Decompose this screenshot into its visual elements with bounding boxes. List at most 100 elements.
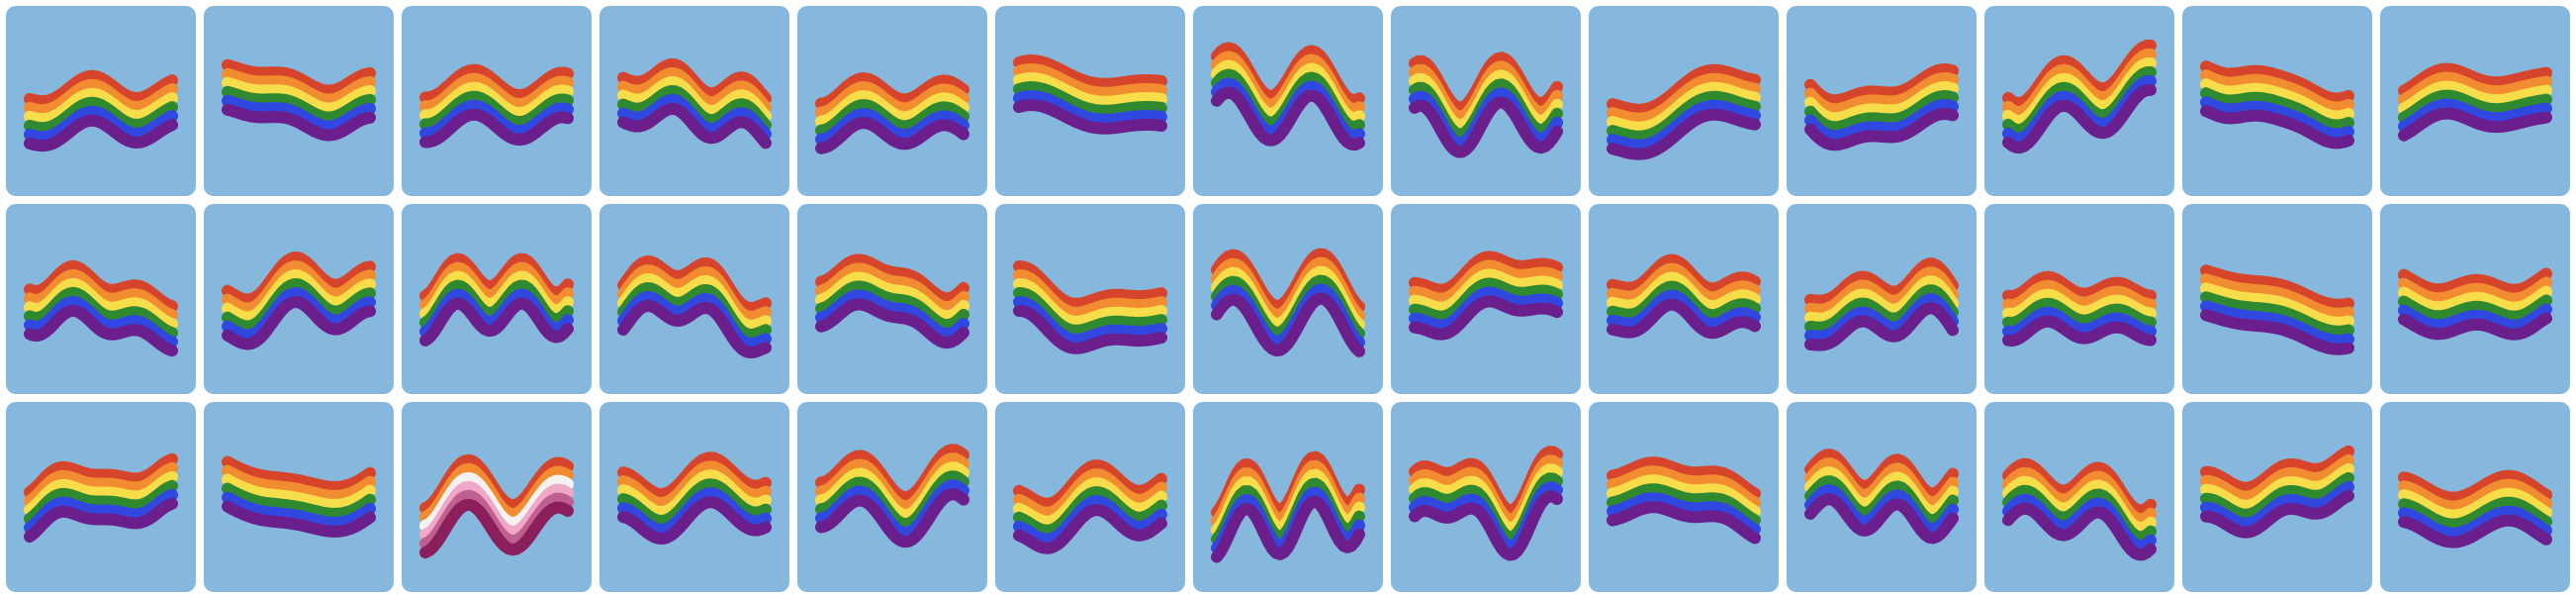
wave-r1-c9-band-3 (1607, 81, 1761, 134)
wave-r2-c9-band-6 (1607, 298, 1761, 340)
wave-r2-c13-band-4 (2398, 294, 2552, 323)
wave-r2-c13-tile (2380, 204, 2570, 394)
wave-r2-c13-band-6 (2398, 312, 2552, 341)
wave-r2-c8-band-2 (1409, 259, 1563, 305)
wave-r2-c3-drawing (419, 252, 574, 347)
wave-r3-c9-drawing (1607, 456, 1761, 545)
wave-r2-c6-drawing (1013, 260, 1167, 354)
wave-r3-c7-tile (1193, 402, 1383, 592)
wave-r1-c12-tile (2182, 6, 2372, 196)
wave-r1-c10-band-2 (1804, 72, 1959, 116)
wave-r3-c13-band-4 (2398, 496, 2552, 531)
wave-r2-c2-tile (204, 204, 394, 394)
wave-r3-c2-tile (204, 402, 394, 592)
wave-r3-c10-band-6 (1804, 493, 1959, 545)
wave-r1-c12-band-6 (2200, 105, 2354, 150)
wave-r3-c7-band-6 (1211, 495, 1365, 563)
wave-r2-c10-band-6 (1804, 302, 1959, 351)
wave-r2-c4-band-4 (617, 282, 772, 341)
wave-r3-c5-band-6 (815, 488, 969, 548)
wave-r1-c1-band-4 (24, 96, 178, 135)
wave-r2-c2-band-5 (222, 287, 376, 342)
wave-r2-c4-band-3 (617, 273, 772, 332)
wave-r2-c2-band-1 (222, 251, 376, 306)
wave-r1-c11-drawing (2002, 39, 2157, 154)
wave-r2-c13-drawing (2398, 267, 2552, 341)
wave-r3-c12-tile (2182, 402, 2372, 592)
wave-r3-c1-band-6 (24, 497, 178, 544)
wave-r3-c3-drawing (419, 453, 574, 559)
wave-r2-c3-band-6 (419, 297, 574, 347)
wave-r3-c6-band-2 (1013, 468, 1167, 519)
wave-r1-c11-tile (1984, 6, 2174, 196)
wave-r2-c10-band-4 (1804, 284, 1959, 334)
wave-r1-c12-band-2 (2200, 69, 2354, 114)
wave-r2-c10-band-3 (1804, 275, 1959, 325)
wave-r3-c6-tile (995, 402, 1185, 592)
wave-r3-c10-drawing (1804, 448, 1959, 545)
wave-r3-c2-band-1 (222, 455, 376, 493)
wave-r2-c12-band-1 (2200, 264, 2354, 311)
wave-r3-c1-band-4 (24, 479, 178, 526)
wave-r2-c11-band-4 (2002, 297, 2157, 330)
wave-r2-c9-band-4 (1607, 280, 1761, 322)
wave-r1-c5-band-4 (815, 99, 969, 137)
wave-r1-c3-tile (402, 6, 592, 196)
wave-r2-c12-band-6 (2200, 309, 2354, 355)
wave-r2-c11-band-5 (2002, 306, 2157, 339)
wave-r2-c10-band-1 (1804, 257, 1959, 307)
wave-r1-c2-band-3 (222, 76, 376, 115)
wave-r1-c6-tile (995, 6, 1185, 196)
wave-r2-c2-band-4 (222, 278, 376, 333)
wave-r1-c8-tile (1391, 6, 1581, 196)
wave-r2-c11-tile (1984, 204, 2174, 394)
wave-r3-c4-band-3 (617, 469, 772, 518)
wave-r3-c6-band-5 (1013, 495, 1167, 546)
wave-r2-c8-drawing (1409, 250, 1563, 341)
wave-r2-c12-tile (2182, 204, 2372, 394)
wave-r2-c1-drawing (24, 259, 178, 357)
wave-r1-c10-band-5 (1804, 99, 1959, 143)
wave-r1-c2-tile (204, 6, 394, 196)
wave-r3-c13-drawing (2398, 469, 2552, 548)
wave-r2-c1-band-3 (24, 277, 178, 331)
wave-r1-c6-band-1 (1013, 54, 1167, 90)
wave-r1-c2-drawing (222, 58, 376, 142)
wave-r3-c4-band-6 (617, 496, 772, 545)
wave-r3-c6-band-4 (1013, 486, 1167, 537)
wave-r1-c7-drawing (1211, 42, 1365, 151)
wave-r2-c8-tile (1391, 204, 1581, 394)
wave-r1-c6-band-6 (1013, 99, 1167, 135)
wave-r3-c9-band-2 (1607, 465, 1761, 509)
wave-r3-c12-drawing (2200, 445, 2354, 539)
wave-r3-c10-tile (1787, 402, 1977, 592)
wave-r1-c3-band-1 (419, 63, 574, 104)
wave-r1-c2-band-1 (222, 58, 376, 97)
wave-r2-c10-band-2 (1804, 266, 1959, 316)
wave-r2-c6-band-2 (1013, 269, 1167, 319)
wave-r2-c4-drawing (617, 255, 772, 358)
wave-r1-c13-band-3 (2398, 80, 2552, 115)
wave-r1-c5-band-3 (815, 90, 969, 128)
wave-r3-c12-band-6 (2200, 489, 2354, 539)
wave-r2-c6-band-5 (1013, 296, 1167, 346)
wave-r1-c5-drawing (815, 72, 969, 154)
wave-r1-c3-band-3 (419, 81, 574, 122)
wave-r2-c11-drawing (2002, 270, 2157, 348)
wave-r1-c4-band-6 (617, 103, 772, 150)
wave-r1-c13-band-6 (2398, 107, 2552, 142)
wave-r1-c6-band-5 (1013, 90, 1167, 126)
wave-r2-c1-band-1 (24, 259, 178, 313)
wave-r1-c3-band-4 (419, 90, 574, 131)
wave-r3-c8-tile (1391, 402, 1581, 592)
wave-r3-c1-drawing (24, 452, 178, 544)
wave-r3-c13-band-6 (2398, 514, 2552, 548)
wave-r2-c9-tile (1589, 204, 1779, 394)
wave-r2-c1-band-2 (24, 268, 178, 322)
wave-r3-c8-band-6 (1409, 490, 1563, 561)
wave-r1-c12-band-1 (2200, 60, 2354, 105)
wave-r1-c8-drawing (1409, 51, 1563, 158)
wave-r1-c12-band-3 (2200, 78, 2354, 123)
wave-r2-c5-band-1 (815, 253, 969, 305)
wave-r2-c5-band-5 (815, 289, 969, 341)
